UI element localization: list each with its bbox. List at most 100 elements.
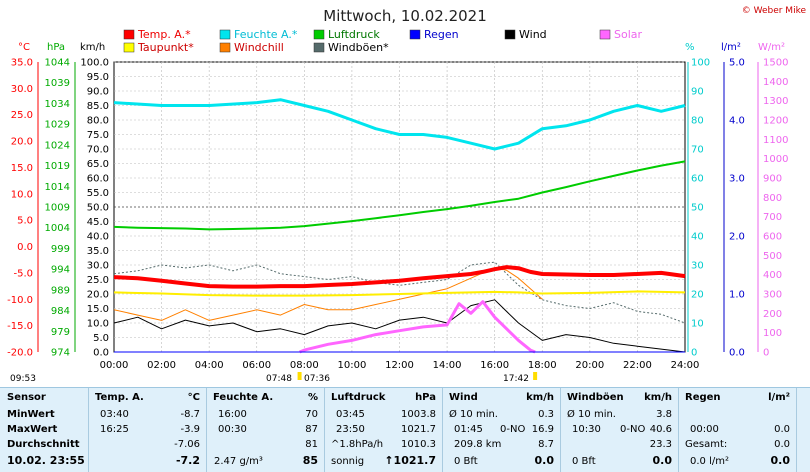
legend-swatch (599, 29, 611, 40)
legend-swatch (219, 42, 231, 53)
wind-r4-label: 0 Bft (454, 456, 478, 467)
hpa-tick-label: 1044 (45, 58, 70, 69)
druck-min-time: 03:45 (336, 409, 365, 420)
legend-label: Taupunkt* (137, 41, 194, 54)
temp-avg: -7.06 (174, 439, 200, 450)
series-wind-line (113, 299, 686, 353)
legend-label: Luftdruck (328, 28, 380, 41)
series-windb-en-line (113, 261, 686, 324)
druck-min: 1003.8 (401, 409, 436, 420)
temp-unit-label: °C (18, 42, 30, 53)
wind-unit: km/h (526, 392, 554, 403)
temp-tick-label: -15.0 (7, 321, 33, 332)
pct-tick-label: 0 (691, 348, 697, 359)
regen-unit: l/m² (768, 392, 790, 403)
druck-current: ↑1021.7 (384, 454, 436, 467)
stats-col-sensor: Sensor MinWert MaxWert Durchschnitt 10.0… (0, 388, 89, 472)
feuchte-unit: % (307, 392, 318, 403)
legend-swatch (123, 29, 135, 40)
hpa-tick-label: 994 (51, 265, 70, 276)
sunset-label: 17:42 (503, 374, 529, 384)
solar-tick-label: 400 (763, 270, 782, 281)
pct-tick-label: 20 (691, 290, 704, 301)
hpa-tick-label: 1004 (45, 223, 70, 234)
rain-tick-label: 0.0 (729, 348, 745, 359)
druck-header: Luftdruck (331, 392, 386, 403)
clock-left: 09:53 (10, 374, 36, 384)
boeen-header: Windböen (567, 392, 624, 403)
boeen-r1-label: Ø 10 min. (567, 409, 616, 420)
kmh-tick-label: 45.0 (87, 217, 109, 228)
rain-tick-label: 5.0 (729, 58, 745, 69)
regen-r4-label: 0.0 l/m² (690, 456, 729, 467)
solar-tick-label: 100 (763, 328, 782, 339)
feuchte-header: Feuchte A. (213, 392, 274, 403)
x-tick-label: 16:00 (480, 360, 509, 371)
wind-r1: 0.3 (538, 409, 554, 420)
boeen-r4-label: 0 Bft (572, 456, 596, 467)
solar-tick-label: 200 (763, 309, 782, 320)
x-tick-label: 08:00 (290, 360, 319, 371)
solar-tick-label: 900 (763, 174, 782, 185)
sensor-row-min: MinWert (7, 409, 55, 420)
stats-panel: Sensor MinWert MaxWert Durchschnitt 10.0… (0, 387, 810, 472)
kmh-tick-label: 75.0 (87, 130, 109, 141)
hpa-tick-label: 1009 (45, 203, 70, 214)
solar-tick-label: 1000 (763, 154, 788, 165)
feuchte-min: 70 (305, 409, 318, 420)
legend-swatch (123, 42, 135, 53)
x-tick-label: 10:00 (338, 360, 367, 371)
legend-label: Windchill (234, 41, 284, 54)
rain-tick-label: 3.0 (729, 174, 745, 185)
temp-unit: °C (187, 392, 200, 403)
legend-label: Wind (519, 28, 547, 41)
hpa-unit-label: hPa (47, 42, 65, 53)
rain-tick-label: 2.0 (729, 232, 745, 243)
sensor-row-max: MaxWert (7, 424, 58, 435)
legend-swatch (504, 29, 516, 40)
kmh-tick-label: 15.0 (87, 304, 109, 315)
hpa-tick-label: 1014 (45, 182, 70, 193)
plot-area (113, 98, 686, 380)
wind-current: 0.0 (534, 454, 555, 467)
pct-tick-label: 90 (691, 87, 704, 98)
temp-tick-label: 30.0 (11, 84, 33, 95)
solar-tick-label: 300 (763, 290, 782, 301)
feuchte-avg: 81 (305, 439, 318, 450)
wind-r1-label: Ø 10 min. (449, 409, 498, 420)
rain-tick-label: 1.0 (729, 290, 745, 301)
feuchte-max-time: 00:30 (218, 424, 247, 435)
solar-tick-label: 1400 (763, 77, 788, 88)
hpa-tick-label: 974 (51, 348, 70, 359)
legend-swatch (409, 29, 421, 40)
boeen-r2: 40.6 (649, 424, 672, 435)
temp-min: -8.7 (180, 409, 200, 420)
feuchte-min-time: 16:00 (218, 409, 247, 420)
x-tick-label: 02:00 (147, 360, 176, 371)
temp-tick-label: 5.0 (17, 216, 33, 227)
x-tick-label: 24:00 (671, 360, 700, 371)
legend-swatch (219, 29, 231, 40)
legend: Temp. A.* Feuchte A.* Luftdruck Regen Wind So… (123, 28, 643, 54)
wind-r2-time: 01:45 (454, 424, 483, 435)
credit-text: © Weber Mike (742, 6, 807, 16)
sun-marker (297, 372, 302, 380)
kmh-tick-label: 55.0 (87, 188, 109, 199)
wind-r3-label: 209.8 km (454, 439, 502, 450)
regen-r3-label: Gesamt: (685, 439, 728, 450)
boeen-unit: km/h (644, 392, 672, 403)
kmh-tick-label: 50.0 (87, 203, 109, 214)
x-tick-label: 00:00 (100, 360, 129, 371)
series-luftdruck-line (113, 160, 686, 231)
temp-tick-label: -20.0 (7, 348, 33, 359)
kmh-unit-label: km/h (80, 42, 105, 53)
legend-label: Regen (424, 28, 459, 41)
temp-tick-label: 25.0 (11, 110, 33, 121)
regen-current: 0.0 (770, 454, 791, 467)
weather-chart: Mittwoch, 10.02.2021 © Weber Mike Temp. … (7, 6, 807, 384)
temp-tick-label: 35.0 (11, 58, 33, 69)
wind-header: Wind (449, 392, 478, 403)
regen-r3: 0.0 (774, 439, 790, 450)
druck-max: 1021.7 (401, 424, 436, 435)
rain-unit-label: l/m² (721, 42, 741, 53)
